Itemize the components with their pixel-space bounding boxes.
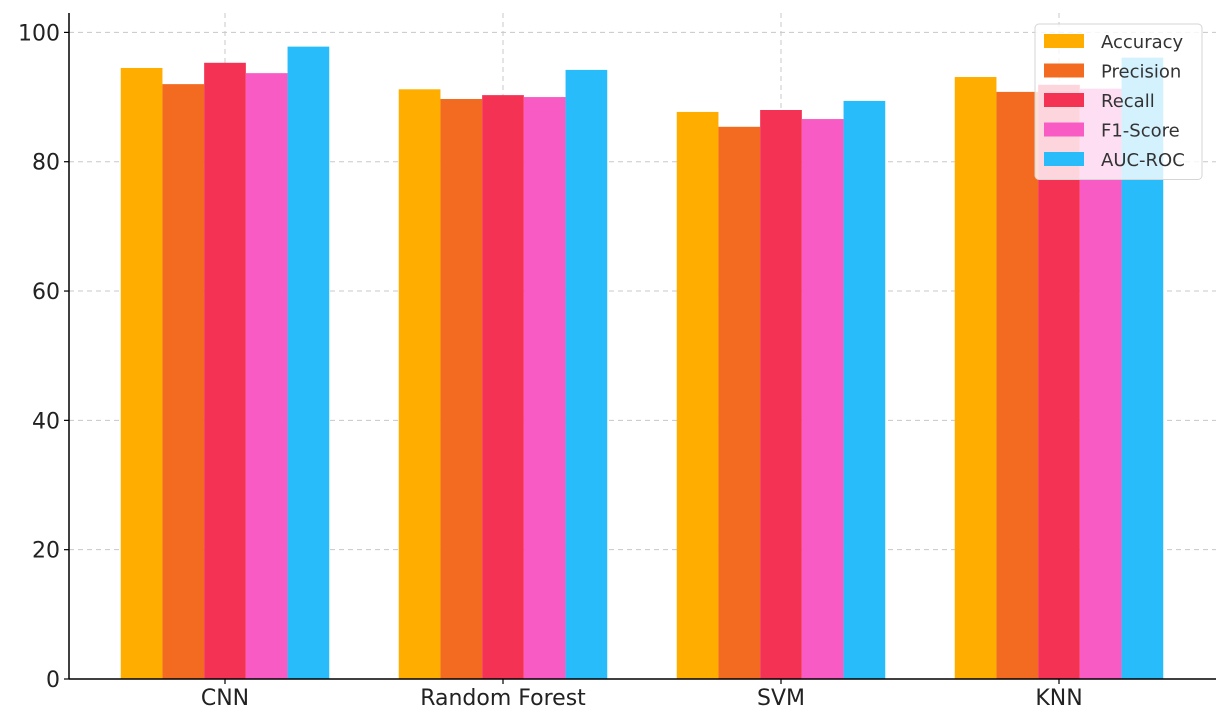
- bar: [1038, 84, 1080, 679]
- bar: [1079, 88, 1122, 680]
- legend-label: AUC-ROC: [1101, 150, 1185, 171]
- y-tick-label: 80: [32, 151, 60, 176]
- bar: [482, 95, 524, 679]
- bar: [523, 97, 566, 680]
- x-tick-label: Random Forest: [420, 686, 586, 711]
- bar: [245, 73, 288, 680]
- bar: [954, 77, 997, 679]
- axes-layer: [68, 13, 1216, 680]
- x-tick-label: SVM: [757, 686, 805, 711]
- bar: [120, 67, 163, 679]
- bar: [718, 126, 761, 679]
- legend-swatch: [1044, 63, 1084, 78]
- legend-swatch: [1044, 34, 1084, 48]
- x-tick-label: KNN: [1035, 686, 1082, 711]
- bar: [843, 100, 886, 679]
- bar: [996, 91, 1039, 679]
- legend-label: Precision: [1101, 62, 1181, 83]
- x-tick-label: CNN: [201, 686, 249, 711]
- legend-label: F1-Score: [1101, 121, 1180, 142]
- y-tick-label: 100: [18, 21, 60, 46]
- legend-swatch: [1044, 152, 1084, 166]
- bar: [440, 98, 483, 680]
- legend-swatch: [1044, 93, 1084, 107]
- bar: [565, 69, 608, 679]
- legend: Accuracy Precision Recall F1-Score AUC-ROC: [1034, 23, 1203, 180]
- bar: [204, 62, 246, 680]
- legend-label: Accuracy: [1101, 32, 1184, 53]
- ticks-layer: 0 20 40 60 80 100 CNN Random Forest SVM KNN: [18, 21, 1083, 711]
- bar: [162, 84, 205, 679]
- bar: [398, 89, 441, 680]
- legend-label: Recall: [1101, 91, 1155, 112]
- legend-swatch: [1044, 122, 1084, 137]
- bars-layer: [120, 46, 1164, 680]
- bar: [676, 111, 719, 679]
- bar: [287, 46, 330, 680]
- bar: [801, 119, 844, 679]
- y-tick-label: 40: [32, 409, 60, 434]
- bar: [760, 109, 802, 679]
- y-tick-label: 60: [32, 280, 60, 305]
- legend-box: [1034, 23, 1203, 180]
- y-tick-label: 20: [32, 539, 60, 564]
- y-tick-label: 0: [46, 668, 60, 693]
